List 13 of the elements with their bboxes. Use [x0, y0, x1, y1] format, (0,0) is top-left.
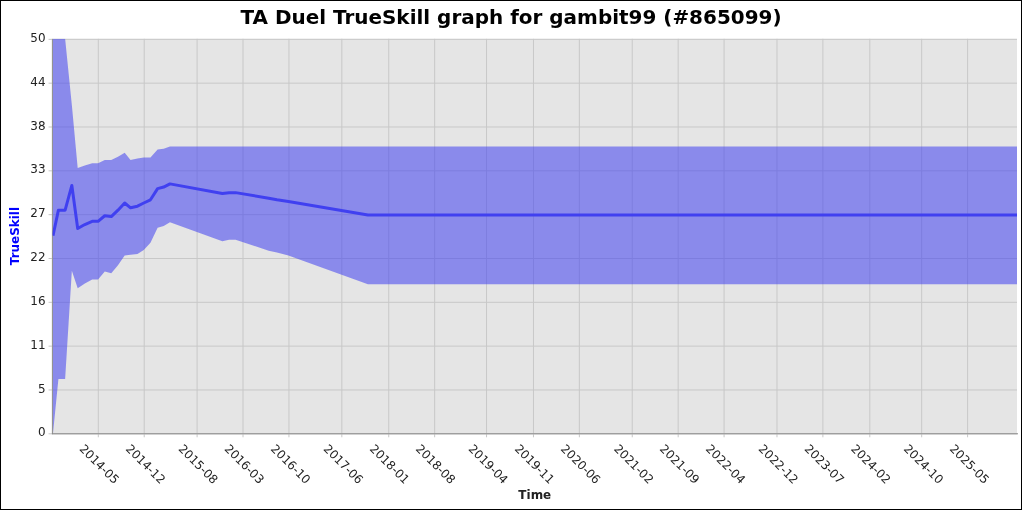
- y-tick-label: 33: [30, 162, 46, 177]
- y-tick-label: 27: [30, 206, 46, 221]
- y-tick-label: 0: [37, 425, 46, 440]
- y-tick-label: 11: [30, 337, 46, 352]
- y-tick-label: 5: [37, 381, 46, 396]
- y-tick-label: 22: [30, 250, 46, 265]
- y-tick-label: 44: [30, 74, 46, 89]
- y-tick-label: 50: [30, 30, 46, 45]
- y-tick-label: 16: [30, 293, 46, 308]
- chart-title: TA Duel TrueSkill graph for gambit99 (#865099): [240, 5, 782, 30]
- y-axis-title: TrueSkill: [8, 207, 23, 266]
- x-axis-title: Time: [518, 488, 552, 503]
- y-tick-label: 38: [30, 118, 46, 133]
